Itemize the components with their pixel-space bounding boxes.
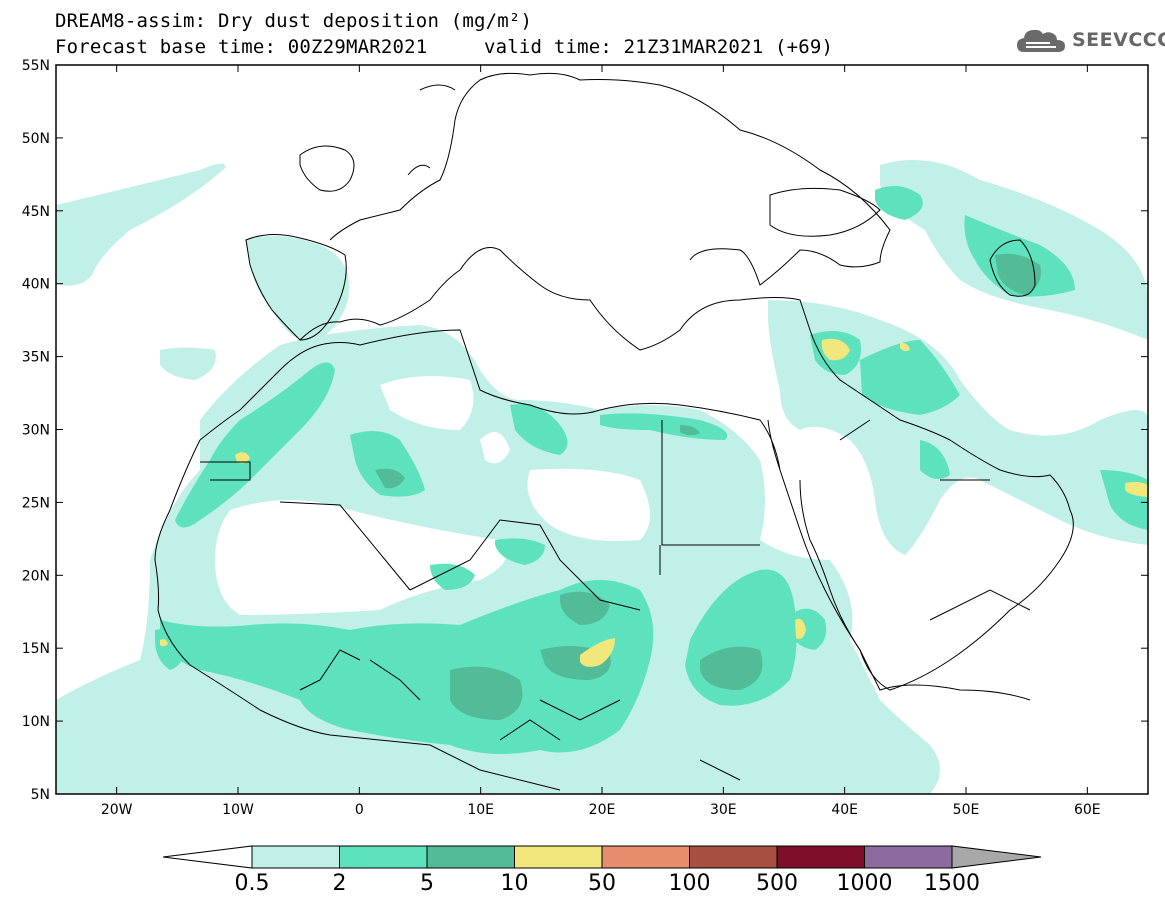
colorbar-label: 1500 bbox=[924, 871, 980, 896]
map-title: DREAM8-assim: Dry dust deposition (mg/m²… bbox=[55, 10, 533, 32]
europe-coast bbox=[245, 72, 891, 351]
middle-east-green bbox=[810, 331, 1148, 530]
sahara-clear-2 bbox=[215, 500, 507, 615]
caspian-green bbox=[875, 186, 923, 220]
lon-tick-label: 20E bbox=[589, 802, 616, 818]
lat-tick-label: 50N bbox=[22, 131, 50, 147]
dust-deposition-field bbox=[56, 160, 1148, 794]
colorbar-label: 5 bbox=[420, 871, 434, 896]
iberia-dust bbox=[246, 236, 350, 345]
cloud-logo-icon bbox=[1017, 29, 1065, 52]
lat-tick-label: 5N bbox=[31, 787, 50, 803]
algeria-green bbox=[350, 404, 728, 590]
sahara-clear-3 bbox=[480, 432, 510, 464]
colorbar-label: 0.5 bbox=[235, 871, 270, 896]
lon-tick-label: 60E bbox=[1074, 802, 1101, 818]
colorbar-label: 1000 bbox=[837, 871, 893, 896]
caspian-coast bbox=[989, 239, 1036, 297]
colorbar-label: 10 bbox=[501, 871, 529, 896]
logo-text: SEEVCCC bbox=[1072, 29, 1165, 51]
colorbar-low-arrow bbox=[162, 845, 253, 869]
colorbar-bin bbox=[776, 845, 865, 869]
colorbar-bin bbox=[689, 845, 778, 869]
seevccc-logo: SEEVCCC bbox=[1016, 26, 1165, 54]
axis-ticks bbox=[56, 64, 1148, 795]
colorbar-bin bbox=[514, 845, 603, 869]
sahel-green bbox=[160, 580, 654, 754]
lon-tick-label: 50E bbox=[953, 802, 980, 818]
lon-tick-label: 40E bbox=[831, 802, 858, 818]
axis-labels: 5N 10N 15N 20N 25N 30N 35N 40N 45N 50N 55N 20W 10W 0 1… bbox=[22, 58, 1101, 818]
colorbar-label: 500 bbox=[756, 871, 798, 896]
borders bbox=[200, 419, 1031, 781]
lat-tick-label: 25N bbox=[22, 495, 50, 511]
colorbar-bin bbox=[426, 845, 515, 869]
lon-tick-label: 10W bbox=[222, 802, 254, 818]
morocco-green bbox=[175, 362, 335, 528]
lon-tick-label: 20W bbox=[101, 802, 133, 818]
atlantic-plume bbox=[56, 163, 226, 286]
lat-tick-label: 55N bbox=[22, 58, 50, 74]
colorbar-bin bbox=[339, 845, 428, 869]
colorbar-bin bbox=[251, 845, 340, 869]
lat-tick-label: 20N bbox=[22, 568, 50, 584]
colorbar-label: 100 bbox=[669, 871, 711, 896]
colorbar-label: 2 bbox=[333, 871, 347, 896]
arabia-coast bbox=[799, 329, 1074, 691]
atlantic-patch bbox=[160, 347, 216, 380]
lat-tick-label: 10N bbox=[22, 714, 50, 730]
coastlines bbox=[154, 72, 1074, 791]
lat-tick-label: 45N bbox=[22, 204, 50, 220]
lat-tick-label: 30N bbox=[22, 423, 50, 439]
black-sea-coast bbox=[769, 187, 881, 237]
caspian-dark bbox=[995, 253, 1041, 295]
lat-tick-label: 15N bbox=[22, 641, 50, 657]
lon-tick-label: 0 bbox=[355, 802, 364, 818]
colorbar-bin bbox=[601, 845, 690, 869]
forecast-base-time: Forecast base time: 00Z29MAR2021 bbox=[55, 36, 428, 58]
africa-coast bbox=[154, 329, 1031, 791]
colorbar-bin bbox=[864, 845, 953, 869]
valid-time: valid time: 21Z31MAR2021 (+69) bbox=[484, 36, 834, 58]
lat-tick-label: 40N bbox=[22, 277, 50, 293]
colorbar: 0.5 2 5 10 50 100 500 1000 1500 bbox=[162, 845, 1042, 896]
colorbar-label: 50 bbox=[588, 871, 616, 896]
lat-tick-label: 35N bbox=[22, 350, 50, 366]
sahara-clear-1 bbox=[380, 376, 650, 541]
colorbar-high-arrow bbox=[951, 845, 1042, 869]
lon-tick-label: 10E bbox=[467, 802, 494, 818]
lon-tick-label: 30E bbox=[710, 802, 737, 818]
